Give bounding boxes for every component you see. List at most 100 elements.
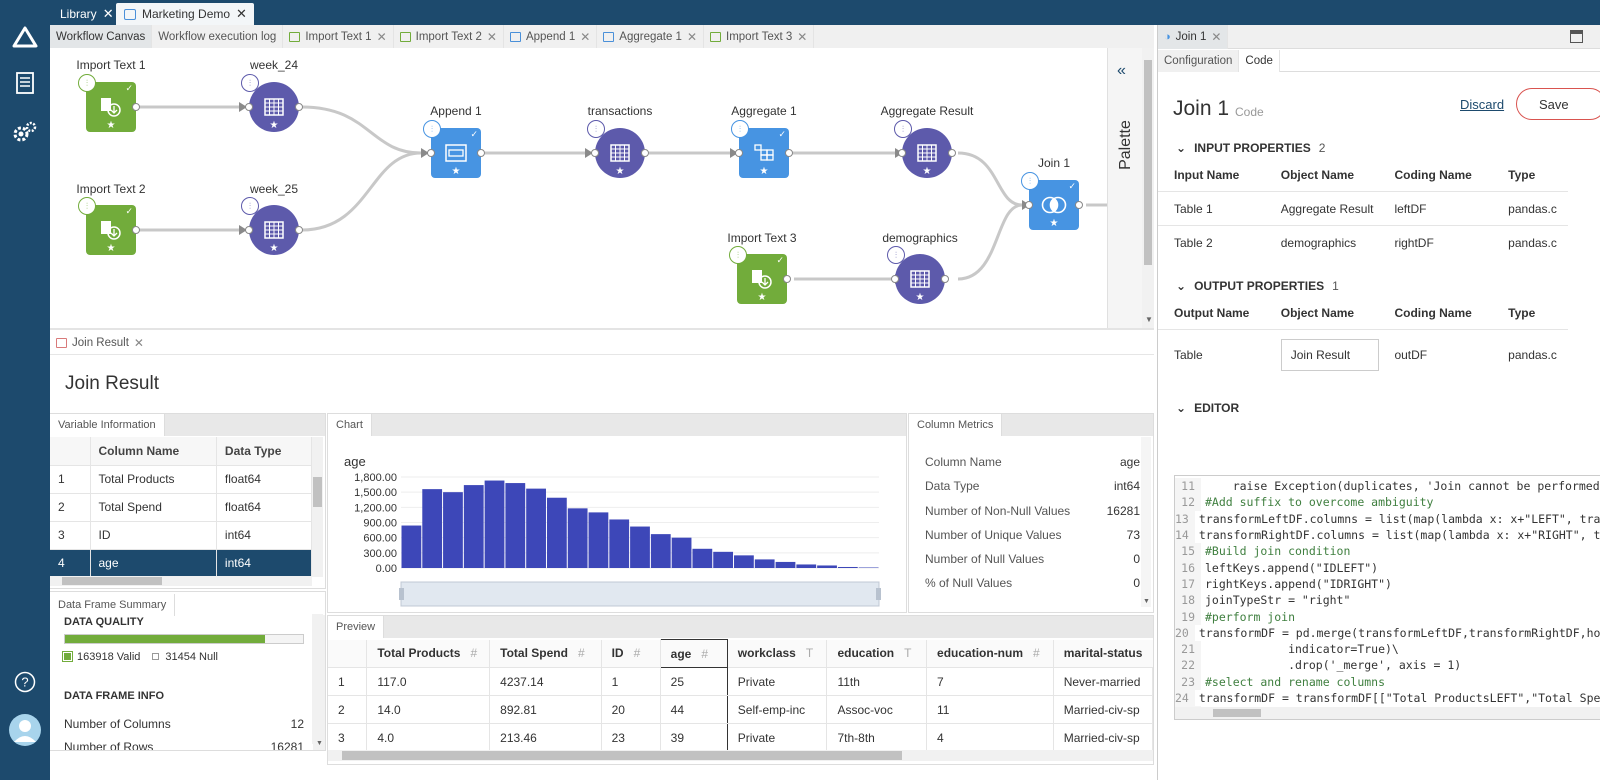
output-port[interactable] — [948, 149, 956, 157]
column-header[interactable]: ID # — [601, 639, 661, 668]
maximize-icon[interactable] — [1570, 30, 1583, 43]
scrollbar-thumb[interactable] — [342, 751, 902, 760]
range-slider[interactable] — [400, 581, 880, 607]
output-properties-header[interactable]: ⌄ OUTPUT PROPERTIES 1 — [1176, 279, 1339, 293]
gear-icon[interactable] — [0, 121, 50, 145]
object-name-input[interactable]: Join Result — [1280, 339, 1379, 371]
input-port[interactable] — [245, 226, 253, 234]
tab-aggregate-1[interactable]: Aggregate 1 ✕ — [597, 24, 705, 49]
histogram-bar[interactable] — [401, 525, 422, 568]
save-button[interactable]: Save — [1516, 88, 1600, 120]
node-transactions[interactable]: ⫶ ★ — [587, 120, 649, 178]
histogram-bar[interactable] — [484, 480, 505, 568]
workflow-canvas[interactable]: Import Text 1 ⫶ ✓ ★ week_24 ⫶ ★ Import Te… — [50, 48, 1107, 328]
histogram-bar[interactable] — [650, 534, 671, 568]
tab-import-text-2[interactable]: Import Text 2 ✕ — [394, 24, 504, 49]
column-header-selected[interactable]: age # — [659, 639, 728, 668]
output-port[interactable] — [783, 275, 791, 283]
histogram-bar[interactable] — [609, 519, 630, 568]
histogram-bar[interactable] — [692, 548, 713, 568]
range-slider-right-handle[interactable] — [876, 588, 881, 600]
histogram-bar[interactable] — [630, 526, 650, 568]
column-header[interactable]: education-num # — [926, 639, 1054, 668]
histogram-chart[interactable]: age 0.00 300.00 600.00 900.00 1,200.00 1,500.… — [328, 437, 906, 613]
input-port[interactable] — [891, 275, 899, 283]
histogram-bar[interactable] — [463, 485, 484, 568]
tab-workflow-canvas[interactable]: Workflow Canvas — [50, 24, 153, 49]
histogram-bar[interactable] — [837, 566, 858, 568]
histogram-bar[interactable] — [713, 551, 734, 568]
column-header[interactable]: education T — [826, 639, 928, 668]
node-demographics[interactable]: ⫶ ★ — [887, 246, 949, 304]
document-icon[interactable] — [0, 72, 50, 94]
vertical-scrollbar[interactable]: ▼ — [313, 615, 325, 750]
node-append-1[interactable]: ⫶ ✓ ★ — [423, 120, 485, 178]
tab-code[interactable]: Code — [1239, 50, 1280, 72]
input-port[interactable] — [591, 149, 599, 157]
close-icon[interactable]: ✕ — [686, 29, 698, 44]
tab-join-1[interactable]: ◑ Join 1 ✕ — [1158, 25, 1229, 49]
scrollbar-thumb[interactable] — [62, 577, 162, 585]
histogram-bar[interactable] — [671, 537, 692, 568]
output-port[interactable] — [477, 149, 485, 157]
table-row[interactable]: 2 14.0 892.81 20 44 Self-emp-inc Assoc-voc 11 Ma… — [328, 695, 1153, 724]
tab-library[interactable]: Library ✕ — [52, 3, 121, 25]
collapse-chevron-icon[interactable]: « — [1117, 62, 1126, 79]
node-join-1[interactable]: ⫶ ✓ ★ — [1021, 172, 1083, 230]
close-icon[interactable]: ✕ — [1211, 30, 1222, 44]
node-aggregate-1[interactable]: ⫶ ✓ ★ — [731, 120, 793, 178]
histogram-bar[interactable] — [754, 559, 775, 568]
panel-tab[interactable]: Preview — [328, 616, 385, 638]
histogram-bar[interactable] — [734, 555, 754, 568]
tab-configuration[interactable]: Configuration — [1158, 50, 1240, 72]
code-editor[interactable]: 11 raise Exception(duplicates, 'Join can… — [1174, 475, 1600, 720]
output-port[interactable] — [641, 149, 649, 157]
node-week-25[interactable]: ⫶ ★ — [241, 197, 303, 255]
output-port[interactable] — [941, 275, 949, 283]
scroll-down-icon[interactable]: ▼ — [1145, 315, 1153, 324]
node-week-24[interactable]: ⫶ ★ — [241, 74, 303, 132]
column-header[interactable]: Column Name — [90, 437, 217, 466]
output-port[interactable] — [132, 226, 140, 234]
column-header[interactable]: Total Products # — [366, 639, 491, 668]
table-row[interactable]: 2 Total Spend float64 — [50, 493, 313, 522]
logo-icon[interactable] — [0, 17, 50, 57]
close-icon[interactable]: ✕ — [133, 335, 144, 350]
editor-header[interactable]: ⌄ EDITOR — [1176, 401, 1239, 415]
column-header[interactable]: Total Spend # — [489, 639, 602, 668]
tab-join-result[interactable]: Join Result ✕ — [50, 331, 150, 355]
column-header[interactable]: workclass T — [727, 639, 828, 668]
histogram-bar[interactable] — [443, 492, 463, 568]
column-header[interactable]: Data Type — [216, 437, 313, 466]
input-port[interactable] — [1025, 201, 1033, 209]
tab-marketing-demo[interactable]: Marketing Demo ✕ — [116, 3, 254, 25]
scrollbar-thumb[interactable] — [1213, 709, 1261, 717]
histogram-bar[interactable] — [775, 561, 796, 568]
node-import-text-2[interactable]: ⫶ ✓ ★ — [78, 197, 140, 255]
input-properties-header[interactable]: ⌄ INPUT PROPERTIES 2 — [1176, 141, 1325, 155]
output-port[interactable] — [1075, 201, 1083, 209]
histogram-bar[interactable] — [817, 565, 837, 568]
histogram-bar[interactable] — [567, 508, 588, 568]
scroll-down-icon[interactable]: ▼ — [1143, 598, 1150, 605]
close-icon[interactable]: ✕ — [580, 29, 591, 44]
output-port[interactable] — [295, 103, 303, 111]
vertical-scrollbar[interactable] — [312, 437, 323, 577]
histogram-bar[interactable] — [422, 489, 443, 568]
tab-import-text-3[interactable]: Import Text 3 ✕ — [704, 24, 815, 49]
range-slider-left-handle[interactable] — [399, 588, 404, 600]
histogram-bar[interactable] — [858, 567, 879, 568]
scroll-down-icon[interactable]: ▼ — [316, 740, 323, 747]
tab-append-1[interactable]: Append 1 ✕ — [504, 24, 598, 49]
node-aggregate-result[interactable]: ⫶ ★ — [894, 120, 956, 178]
input-port[interactable] — [735, 149, 743, 157]
histogram-bar[interactable] — [505, 483, 526, 568]
avatar[interactable] — [0, 713, 50, 747]
input-port[interactable] — [245, 103, 253, 111]
vertical-scrollbar[interactable]: ▼ — [1141, 437, 1151, 607]
scrollbar-thumb[interactable] — [1144, 60, 1152, 265]
output-port[interactable] — [132, 103, 140, 111]
horizontal-scrollbar[interactable] — [1175, 707, 1600, 719]
histogram-bar[interactable] — [588, 512, 609, 568]
tab-import-text-1[interactable]: Import Text 1 ✕ — [283, 24, 394, 49]
